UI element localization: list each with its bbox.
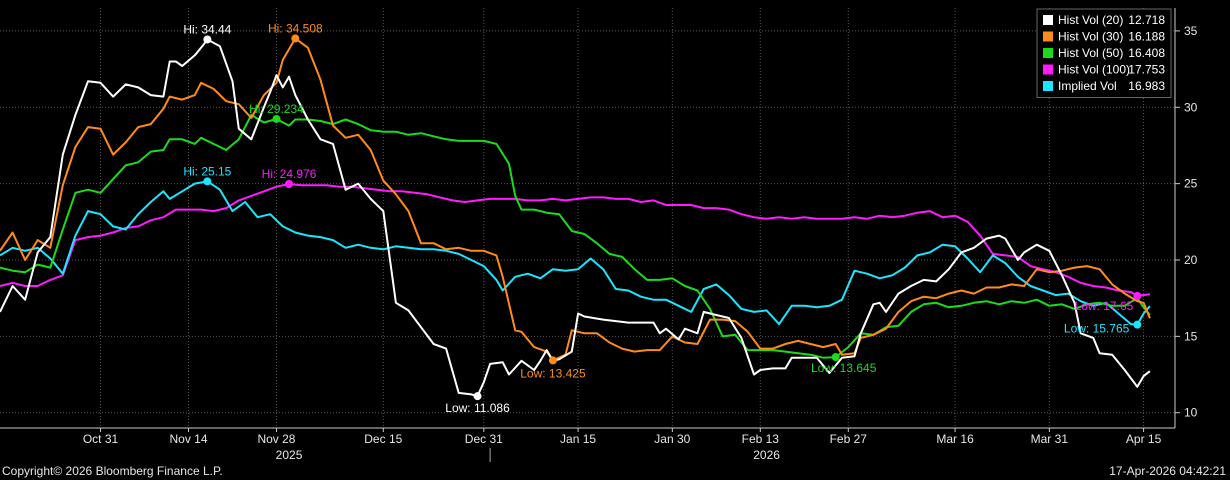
series-line-4 <box>0 180 1151 326</box>
legend: Hist Vol (20) 12.718 Hist Vol (30) 16.188 Hi… <box>1036 8 1172 98</box>
y-tick-label: 35 <box>1184 24 1198 38</box>
annotation-label: Low: 13.645 <box>811 361 877 375</box>
annotation-marker <box>548 356 557 365</box>
annotation-label: Hi: 34.44 <box>183 22 231 36</box>
annotation-label: Low: 17.65 <box>1075 299 1134 313</box>
annotation-marker <box>831 353 840 362</box>
x-tick-label: Mar 31 <box>1031 432 1069 446</box>
y-tick-label: 30 <box>1184 100 1198 114</box>
annotation-label: Low: 11.086 <box>445 401 510 415</box>
y-tick-label: 15 <box>1184 329 1198 343</box>
year-label: 2026 <box>753 448 780 462</box>
x-tick-label: Feb 27 <box>830 432 868 446</box>
annotation-label: Hi: 29.234 <box>249 102 304 116</box>
legend-swatch <box>1043 81 1053 91</box>
annotation-marker <box>473 392 482 401</box>
x-tick-label: Feb 13 <box>742 432 780 446</box>
legend-value: 16.983 <box>1128 79 1165 93</box>
x-tick-label: Apr 15 <box>1126 432 1162 446</box>
x-tick-label: Oct 31 <box>83 432 119 446</box>
annotation-layer: Hi: 34.44 Hi: 34.508 Hi: 29.234 Hi: 25.15 Hi… <box>183 21 1142 415</box>
legend-name: Hist Vol (100) <box>1058 63 1130 77</box>
x-tick-label: Dec 15 <box>364 432 402 446</box>
annotation-marker <box>1133 291 1142 300</box>
legend-name: Hist Vol (50) <box>1058 46 1123 60</box>
x-tick-label: Nov 14 <box>169 432 207 446</box>
annotation-marker <box>203 177 212 186</box>
legend-value: 16.408 <box>1128 46 1165 60</box>
x-tick-label: Mar 16 <box>936 432 974 446</box>
x-tick-label: Nov 28 <box>257 432 295 446</box>
annotation-marker <box>285 180 294 189</box>
legend-box <box>1036 8 1172 98</box>
legend-swatch <box>1043 48 1053 58</box>
annotation-label: Hi: 34.508 <box>268 21 323 35</box>
year-label: 2025 <box>276 448 303 462</box>
annotation-marker <box>203 35 212 44</box>
legend-value: 16.188 <box>1128 30 1165 44</box>
annotation-marker <box>291 34 300 43</box>
y-tick-label: 25 <box>1184 177 1198 191</box>
legend-swatch <box>1043 64 1053 75</box>
annotation-label: Low: 13.425 <box>520 366 586 380</box>
legend-name: Hist Vol (20) <box>1058 13 1123 27</box>
x-tick-label: Jan 30 <box>654 432 690 446</box>
series-line-3 <box>0 183 1151 297</box>
y-tick-label: 20 <box>1184 253 1198 267</box>
annotation-marker <box>1133 320 1142 329</box>
x-tick-label: Dec 31 <box>465 432 503 446</box>
legend-swatch <box>1043 31 1053 42</box>
legend-value: 12.718 <box>1128 13 1165 27</box>
annotation-label: Hi: 25.15 <box>183 164 231 178</box>
legend-name: Implied Vol <box>1058 79 1117 93</box>
annotation-marker <box>272 114 281 123</box>
annotation-label: Low: 15.765 <box>1064 322 1130 336</box>
legend-name: Hist Vol (30) <box>1058 30 1123 44</box>
series-line-2 <box>0 113 1151 359</box>
timestamp: 17-Apr-2026 04:42:21 <box>1109 464 1226 478</box>
x-tick-label: Jan 15 <box>560 432 596 446</box>
y-tick-label: 10 <box>1184 406 1198 420</box>
legend-value: 17.753 <box>1128 63 1165 77</box>
annotation-label: Hi: 24.976 <box>262 167 317 181</box>
legend-swatch <box>1043 15 1053 25</box>
copyright-notice: Copyright© 2026 Bloomberg Finance L.P. <box>2 464 223 478</box>
